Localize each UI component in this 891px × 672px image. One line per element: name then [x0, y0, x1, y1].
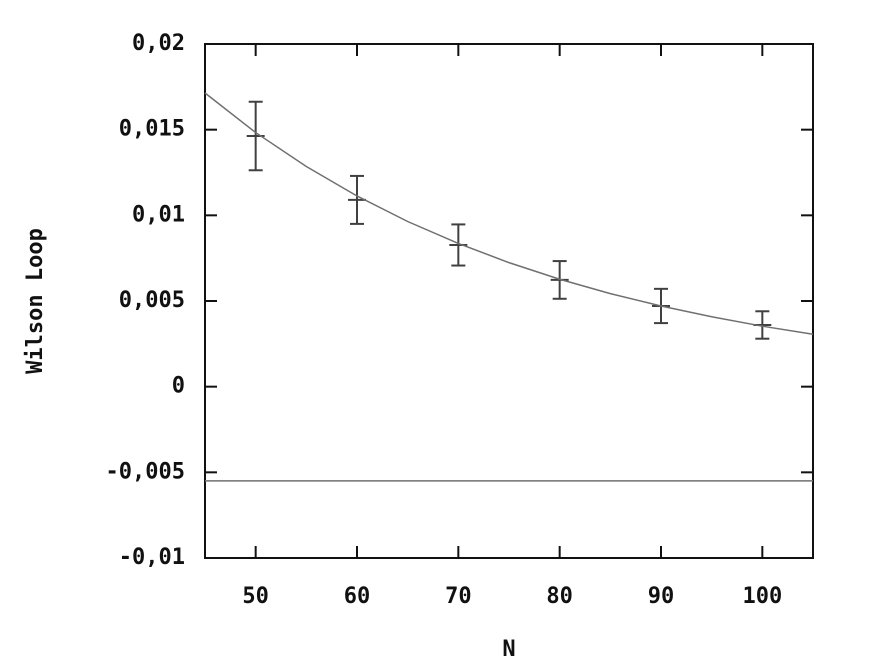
- y-tick-label: -0,005: [106, 459, 185, 484]
- x-tick-label: 80: [546, 584, 573, 609]
- y-tick-label: -0,01: [119, 545, 185, 570]
- y-tick-label: 0,015: [119, 117, 185, 142]
- y-tick-label: 0,005: [119, 288, 185, 313]
- y-tick-label: 0: [172, 374, 185, 399]
- x-tick-label: 60: [344, 584, 371, 609]
- y-tick-label: 0,02: [132, 31, 185, 56]
- x-axis-label: N: [502, 637, 515, 662]
- y-axis-label: Wilson Loop: [23, 228, 48, 374]
- x-tick-label: 70: [445, 584, 472, 609]
- line: [204, 92, 814, 335]
- x-tick-label: 100: [742, 584, 782, 609]
- x-tick-label: 90: [648, 584, 675, 609]
- x-tick-label: 50: [242, 584, 269, 609]
- y-tick-label: 0,01: [132, 202, 185, 227]
